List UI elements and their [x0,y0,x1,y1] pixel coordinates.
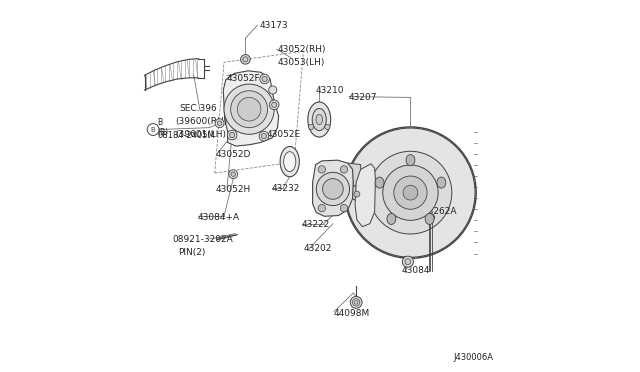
Circle shape [403,256,413,267]
Circle shape [353,299,360,306]
Ellipse shape [437,177,446,188]
Circle shape [218,121,222,125]
Text: 43052F: 43052F [227,74,260,83]
Circle shape [308,124,314,129]
Circle shape [260,74,269,84]
Circle shape [231,172,236,176]
Text: 43232: 43232 [271,185,300,193]
Circle shape [383,165,438,220]
Text: B: B [151,126,156,132]
Circle shape [350,296,362,308]
Circle shape [354,191,360,197]
Text: (39600(RH): (39600(RH) [175,117,227,126]
Text: 43222: 43222 [301,220,330,229]
Circle shape [318,166,326,173]
Circle shape [262,76,268,81]
Text: 08921-3202A: 08921-3202A [172,235,233,244]
Ellipse shape [425,214,434,224]
Circle shape [261,134,266,139]
Polygon shape [312,160,353,216]
Polygon shape [348,163,362,186]
Polygon shape [355,164,376,227]
Ellipse shape [406,155,415,166]
Circle shape [269,86,277,94]
Circle shape [405,259,411,264]
Text: B
(B): B (B) [157,118,169,137]
Text: 43207: 43207 [349,93,378,102]
Circle shape [316,172,349,206]
Ellipse shape [375,177,384,188]
Ellipse shape [316,114,323,125]
Text: 08184-2405M: 08184-2405M [157,131,215,140]
Text: 44098M: 44098M [334,309,371,318]
Circle shape [230,132,235,138]
Circle shape [340,205,348,212]
Circle shape [271,102,277,108]
Text: 43052(RH): 43052(RH) [278,45,326,54]
Polygon shape [223,71,278,146]
Ellipse shape [312,109,326,131]
Polygon shape [353,186,362,203]
Ellipse shape [308,102,331,137]
Text: 43262A: 43262A [422,207,457,217]
Circle shape [224,84,274,134]
Circle shape [227,130,237,140]
Text: PIN(2): PIN(2) [178,248,205,257]
Circle shape [229,170,237,179]
Circle shape [369,151,452,234]
Text: 43052D: 43052D [216,150,252,159]
Circle shape [259,131,269,141]
Circle shape [318,205,326,212]
Text: 43053(LH): 43053(LH) [278,58,325,67]
Text: SEC.396: SEC.396 [180,104,218,113]
Text: (39601(LH): (39601(LH) [175,130,227,139]
Text: 43210: 43210 [316,86,344,94]
Text: J430006A: J430006A [454,353,493,362]
Circle shape [269,100,279,110]
Text: 43052H: 43052H [216,185,251,194]
Text: 43084+A: 43084+A [197,213,239,222]
Circle shape [355,301,358,304]
Circle shape [394,176,427,209]
Circle shape [324,124,330,129]
Text: 43052E: 43052E [266,130,301,139]
Circle shape [237,97,261,121]
Circle shape [345,127,476,259]
Circle shape [215,119,224,128]
Text: 43202: 43202 [303,244,332,253]
Circle shape [403,185,418,200]
Ellipse shape [387,214,396,224]
Text: 43173: 43173 [259,21,288,30]
Circle shape [243,57,248,62]
Circle shape [323,179,343,199]
Circle shape [241,55,250,64]
Circle shape [230,91,268,128]
Circle shape [340,166,348,173]
Text: 43084: 43084 [401,266,429,275]
Ellipse shape [284,152,296,171]
Circle shape [346,128,475,257]
Ellipse shape [280,147,300,177]
